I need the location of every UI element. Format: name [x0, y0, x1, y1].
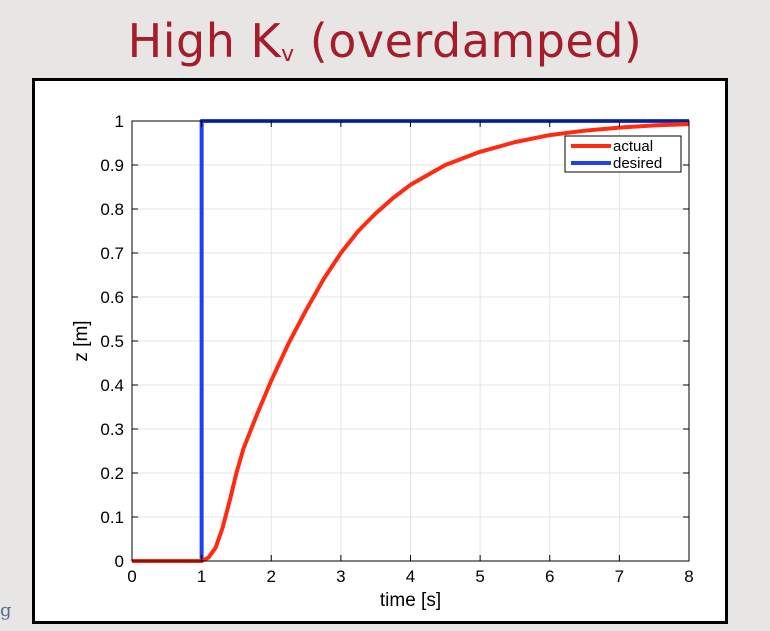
series-line-actual [132, 122, 690, 563]
legend: actual desired [564, 135, 682, 173]
slide-title: High Kv (overdamped) [0, 6, 770, 90]
legend-label-actual: actual [613, 138, 653, 155]
y-tick-label: 0.3 [100, 420, 124, 439]
x-tick-label: 6 [545, 567, 554, 586]
x-tick-label: 7 [615, 567, 624, 586]
y-tick-label: 0.1 [100, 508, 124, 527]
x-tick-label: 1 [197, 567, 206, 586]
y-tick-label: 0.6 [100, 288, 124, 307]
line-chart: 0 1 2 3 4 5 6 7 8 0 0.1 0.2 0.3 0.4 0.5 0.6 0.7 0.8 0.9 1 t… [71, 112, 694, 611]
legend-label-desired: desired [613, 155, 662, 172]
y-tick-label: 0.7 [100, 244, 124, 263]
y-tick-label: 0.2 [100, 464, 124, 483]
x-tick-label: 4 [406, 567, 415, 586]
x-axis-label: time [s] [380, 590, 441, 611]
legend-box [564, 135, 682, 173]
y-tick-label: 0.5 [100, 332, 124, 351]
edge-text-fragment: g [0, 600, 12, 621]
x-tick-label: 8 [684, 567, 693, 586]
y-tick-label: 0.9 [100, 156, 124, 175]
x-tick-label: 3 [336, 567, 345, 586]
title-main: High K [127, 14, 282, 68]
title-subscript: v [281, 42, 295, 67]
y-axis-label: z [m] [71, 320, 92, 361]
figure-frame: 0 1 2 3 4 5 6 7 8 0 0.1 0.2 0.3 0.4 0.5 0.6 0.7 0.8 0.9 1 t… [32, 78, 728, 624]
y-tick-label: 0.8 [100, 200, 124, 219]
title-suffix: (overdamped) [294, 14, 643, 68]
y-tick-label: 0 [115, 552, 124, 571]
x-tick-label: 2 [267, 567, 276, 586]
y-tick-label: 0.4 [100, 376, 124, 395]
axis-ticks: 0 1 2 3 4 5 6 7 8 0 0.1 0.2 0.3 0.4 0.5 0.6 0.7 0.8 0.9 1 [100, 112, 693, 586]
x-tick-label: 0 [127, 567, 136, 586]
y-tick-label: 1 [115, 112, 124, 131]
x-tick-label: 5 [475, 567, 484, 586]
